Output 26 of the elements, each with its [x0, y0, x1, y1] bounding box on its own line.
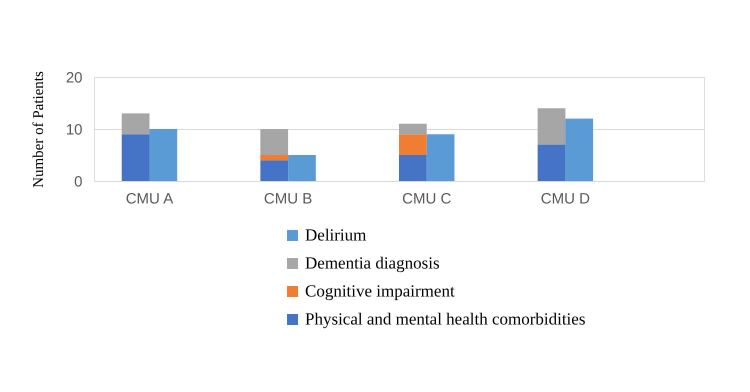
- x-tick-label: CMU D: [540, 190, 590, 208]
- legend-label: Physical and mental health comorbidities: [305, 310, 586, 328]
- y-axis-title: Number of Patients: [30, 71, 47, 188]
- bar: [260, 155, 288, 160]
- bar: [149, 129, 178, 181]
- y-tick-label: 0: [74, 174, 82, 190]
- x-tick-label: CMU C: [402, 190, 452, 208]
- bar: [122, 134, 150, 181]
- legend-label: Delirium: [305, 226, 366, 244]
- bar: [426, 134, 454, 181]
- x-tick-label: CMU A: [126, 190, 174, 208]
- bar: [399, 155, 427, 181]
- x-tick-label: CMU B: [264, 190, 312, 208]
- legend-label: Dementia diagnosis: [305, 254, 440, 272]
- y-tick-label: 10: [66, 122, 82, 138]
- bar: [260, 160, 288, 181]
- bar: [260, 129, 288, 155]
- bar: [538, 144, 566, 181]
- bar: [399, 134, 427, 155]
- bar: [399, 124, 427, 134]
- bar: [565, 118, 594, 181]
- legend-label: Cognitive impairment: [305, 282, 455, 300]
- bar: [288, 155, 316, 181]
- bar: [538, 108, 566, 145]
- y-tick-label: 20: [66, 70, 82, 86]
- bar: [122, 113, 150, 134]
